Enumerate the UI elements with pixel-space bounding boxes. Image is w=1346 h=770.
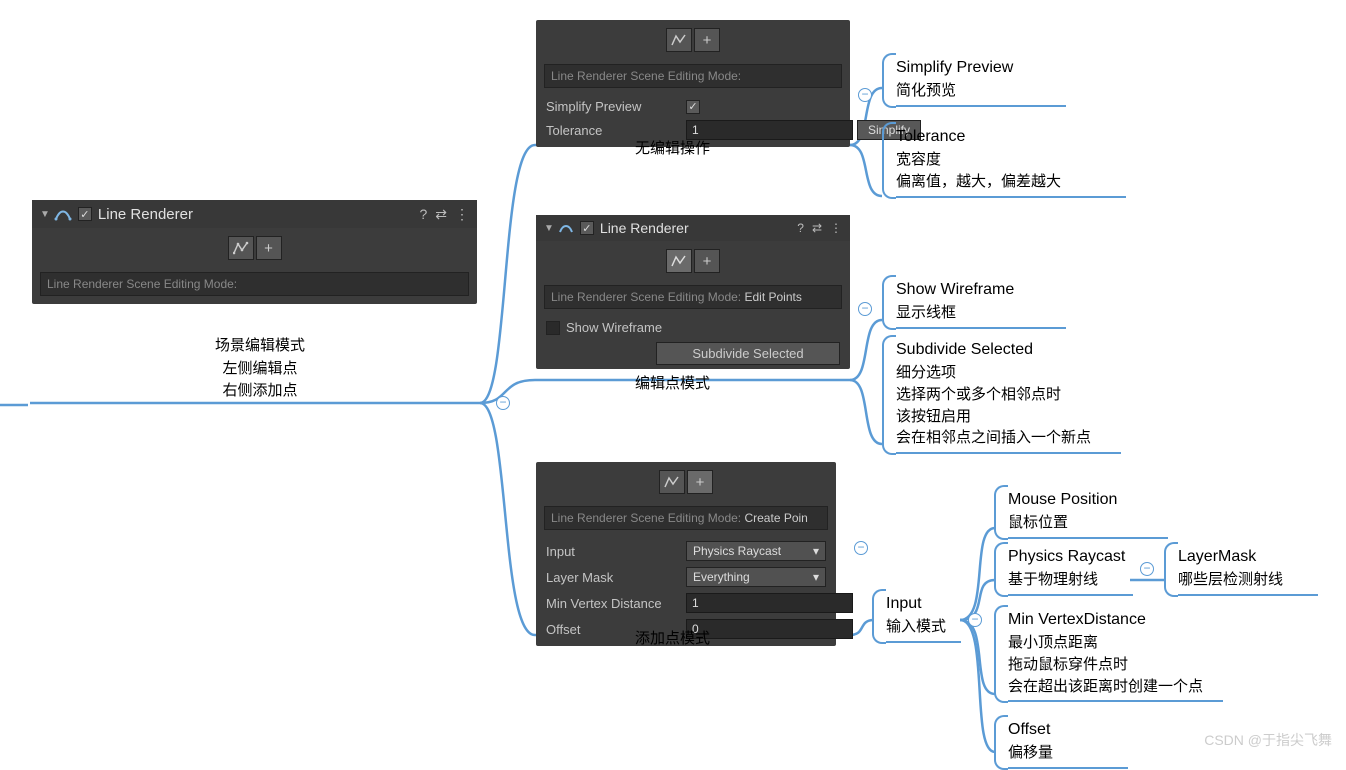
root-caption: 场景编辑模式 左侧编辑点 右侧添加点 — [185, 335, 335, 403]
tolerance-input[interactable] — [686, 120, 853, 140]
foldout-icon[interactable]: ▼ — [40, 209, 50, 220]
add-points-tool[interactable]: + — [694, 28, 720, 52]
note-subdivide: Subdivide Selected细分选项选择两个或多个相邻点时该按钮启用会在… — [896, 338, 1121, 454]
edit-points-tool[interactable] — [666, 249, 692, 273]
help-icon[interactable]: ? — [797, 221, 804, 235]
simplify-preview-checkbox[interactable]: ✓ — [686, 100, 700, 114]
collapse-node[interactable] — [968, 613, 982, 627]
note-input: Input输入模式 — [886, 592, 961, 643]
panel2-caption: 编辑点模式 — [635, 372, 710, 393]
show-wireframe-label: Show Wireframe — [566, 320, 662, 335]
note-offset: Offset偏移量 — [1008, 718, 1128, 769]
collapse-node[interactable] — [1140, 562, 1154, 576]
tool-row: + — [32, 228, 477, 268]
note-mouse-position: Mouse Position鼠标位置 — [1008, 488, 1168, 539]
panel-edit-points: ▼ ✓ Line Renderer ? ⇄ ⋮ + Line Renderer … — [536, 215, 850, 369]
note-show-wireframe: Show Wireframe显示线框 — [896, 278, 1066, 329]
edit-points-tool[interactable] — [666, 28, 692, 52]
root-panel: ▼ ✓ Line Renderer ? ⇄ ⋮ + Line Renderer … — [32, 200, 477, 304]
mode-label: Line Renderer Scene Editing Mode: Create… — [544, 506, 828, 530]
show-wireframe-checkbox[interactable] — [546, 321, 560, 335]
component-icon — [54, 205, 72, 223]
simplify-preview-label: Simplify Preview — [546, 99, 686, 114]
panel3-caption: 添加点模式 — [635, 627, 710, 648]
watermark: CSDN @于指尖飞舞 — [1204, 730, 1332, 750]
note-min-vertex-distance: Min VertexDistance最小顶点距离拖动鼠标穿件点时会在超出该距离时… — [1008, 608, 1223, 702]
minvd-input[interactable] — [686, 593, 853, 613]
panel-header: ▼ ✓ Line Renderer ? ⇄ ⋮ — [32, 200, 477, 228]
panel1-caption: 无编辑操作 — [635, 137, 710, 158]
menu-icon[interactable]: ⋮ — [455, 206, 469, 223]
tolerance-label: Tolerance — [546, 123, 686, 138]
mode-label: Line Renderer Scene Editing Mode: — [40, 272, 469, 296]
collapse-node[interactable] — [858, 88, 872, 102]
component-title: Line Renderer — [600, 220, 797, 236]
offset-input[interactable] — [686, 619, 853, 639]
preset-icon[interactable]: ⇄ — [812, 221, 822, 235]
panel-simplify: + Line Renderer Scene Editing Mode: Simp… — [536, 20, 850, 147]
component-title: Line Renderer — [98, 206, 420, 223]
add-points-tool[interactable]: + — [256, 236, 282, 260]
layermask-dropdown[interactable]: Everything▾ — [686, 567, 826, 587]
component-icon — [558, 220, 574, 236]
note-simplify-preview: Simplify Preview简化预览 — [896, 56, 1066, 107]
input-dropdown[interactable]: Physics Raycast▾ — [686, 541, 826, 561]
mode-label: Line Renderer Scene Editing Mode: — [544, 64, 842, 88]
input-label: Input — [546, 544, 686, 559]
subdivide-button[interactable]: Subdivide Selected — [656, 342, 840, 365]
add-points-tool[interactable]: + — [694, 249, 720, 273]
enable-checkbox[interactable]: ✓ — [78, 207, 92, 221]
collapse-node[interactable] — [858, 302, 872, 316]
layermask-label: Layer Mask — [546, 570, 686, 585]
help-icon[interactable]: ? — [419, 206, 427, 223]
edit-points-tool[interactable] — [659, 470, 685, 494]
edit-points-tool[interactable] — [228, 236, 254, 260]
add-points-tool[interactable]: + — [687, 470, 713, 494]
note-tolerance: Tolerance宽容度偏离值，越大，偏差越大 — [896, 125, 1126, 198]
mode-label: Line Renderer Scene Editing Mode: Edit P… — [544, 285, 842, 309]
note-layermask: LayerMask哪些层检测射线 — [1178, 545, 1318, 596]
collapse-node[interactable] — [854, 541, 868, 555]
preset-icon[interactable]: ⇄ — [435, 206, 447, 223]
collapse-node[interactable] — [496, 396, 510, 410]
enable-checkbox[interactable]: ✓ — [580, 221, 594, 235]
panel-create-points: + Line Renderer Scene Editing Mode: Crea… — [536, 462, 836, 646]
note-physics-raycast: Physics Raycast基于物理射线 — [1008, 545, 1133, 596]
foldout-icon[interactable]: ▼ — [544, 223, 554, 234]
minvd-label: Min Vertex Distance — [546, 596, 686, 611]
menu-icon[interactable]: ⋮ — [830, 221, 842, 235]
